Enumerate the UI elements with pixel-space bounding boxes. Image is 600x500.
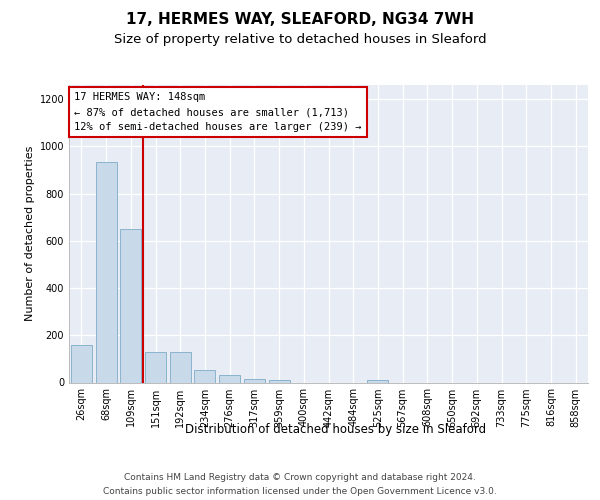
Bar xyxy=(194,370,215,382)
Text: 17, HERMES WAY, SLEAFORD, NG34 7WH: 17, HERMES WAY, SLEAFORD, NG34 7WH xyxy=(126,12,474,28)
Text: Contains HM Land Registry data © Crown copyright and database right 2024.: Contains HM Land Registry data © Crown c… xyxy=(124,472,476,482)
Text: Contains public sector information licensed under the Open Government Licence v3: Contains public sector information licen… xyxy=(103,488,497,496)
Bar xyxy=(170,352,191,382)
Bar xyxy=(71,344,92,383)
Text: Size of property relative to detached houses in Sleaford: Size of property relative to detached ho… xyxy=(113,32,487,46)
Bar xyxy=(145,352,166,382)
Bar xyxy=(120,229,141,382)
Bar xyxy=(219,376,240,382)
Bar xyxy=(244,379,265,382)
Bar xyxy=(367,380,388,382)
Text: Distribution of detached houses by size in Sleaford: Distribution of detached houses by size … xyxy=(185,422,487,436)
Bar xyxy=(95,162,116,382)
Bar xyxy=(269,380,290,382)
Text: 17 HERMES WAY: 148sqm
← 87% of detached houses are smaller (1,713)
12% of semi-d: 17 HERMES WAY: 148sqm ← 87% of detached … xyxy=(74,92,362,132)
Y-axis label: Number of detached properties: Number of detached properties xyxy=(25,146,35,322)
